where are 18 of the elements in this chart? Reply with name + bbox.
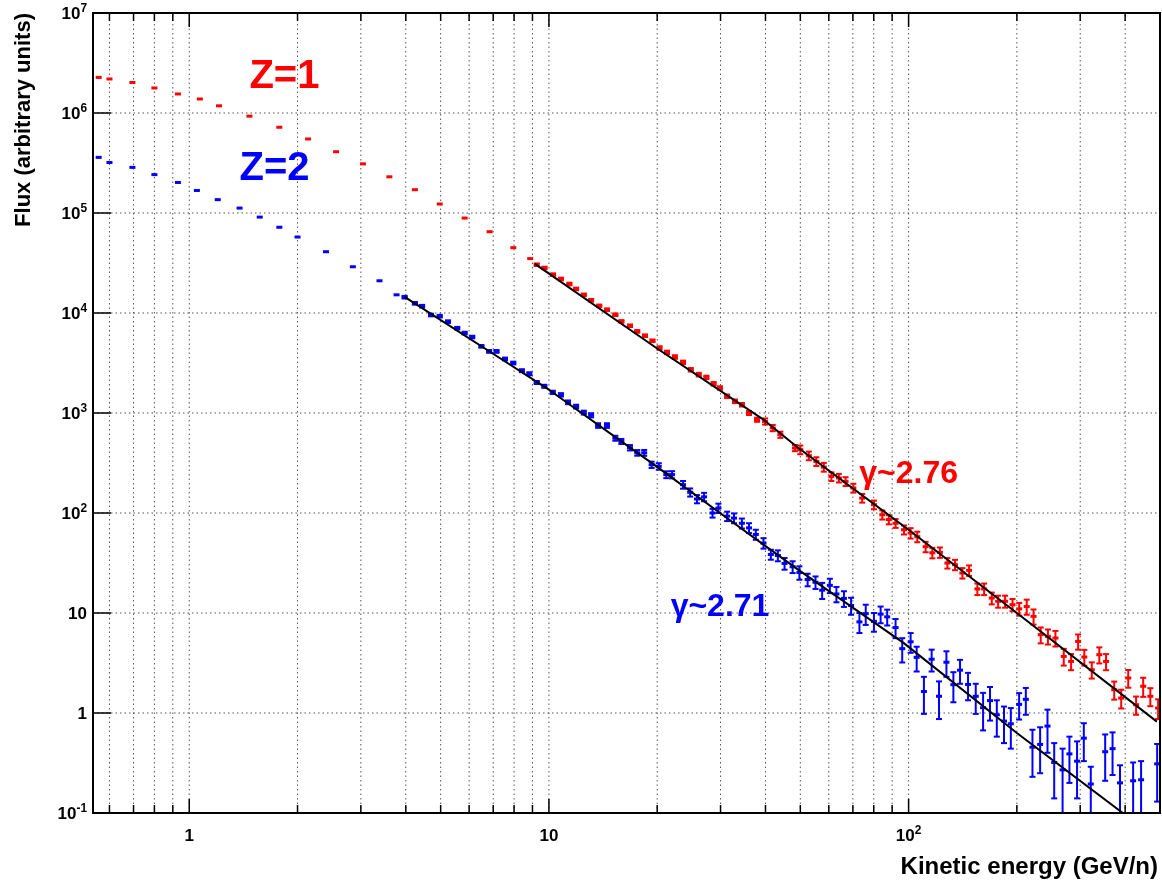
annotation: γ~2.71: [670, 587, 770, 624]
y-tick-label: 10: [68, 604, 87, 623]
y-axis-title: Flux (arbitrary units): [10, 13, 35, 227]
y-tick-label: 1: [77, 704, 87, 723]
y-tick-label: 10$^{7}$: [61, 1, 88, 23]
x-tick-label: 1: [184, 826, 194, 845]
series-label: Z=2: [239, 144, 310, 189]
y-tick-label: 10$^{-1}$: [57, 801, 88, 823]
x-tick-label: 10: [539, 826, 559, 845]
annotation: γ~2.76: [859, 453, 958, 490]
y-tick-label: 10$^{2}$: [61, 501, 88, 523]
y-tick-label: 10$^{5}$: [61, 201, 88, 223]
y-tick-label: 10$^{6}$: [61, 101, 88, 123]
x-axis-title: Kinetic energy (GeV/n): [900, 852, 1158, 879]
series-label: Z=1: [249, 52, 320, 97]
y-tick-label: 10$^{4}$: [61, 301, 88, 323]
y-tick-label: 10$^{3}$: [61, 401, 88, 423]
x-tick-label: 10$^{2}$: [895, 823, 922, 845]
